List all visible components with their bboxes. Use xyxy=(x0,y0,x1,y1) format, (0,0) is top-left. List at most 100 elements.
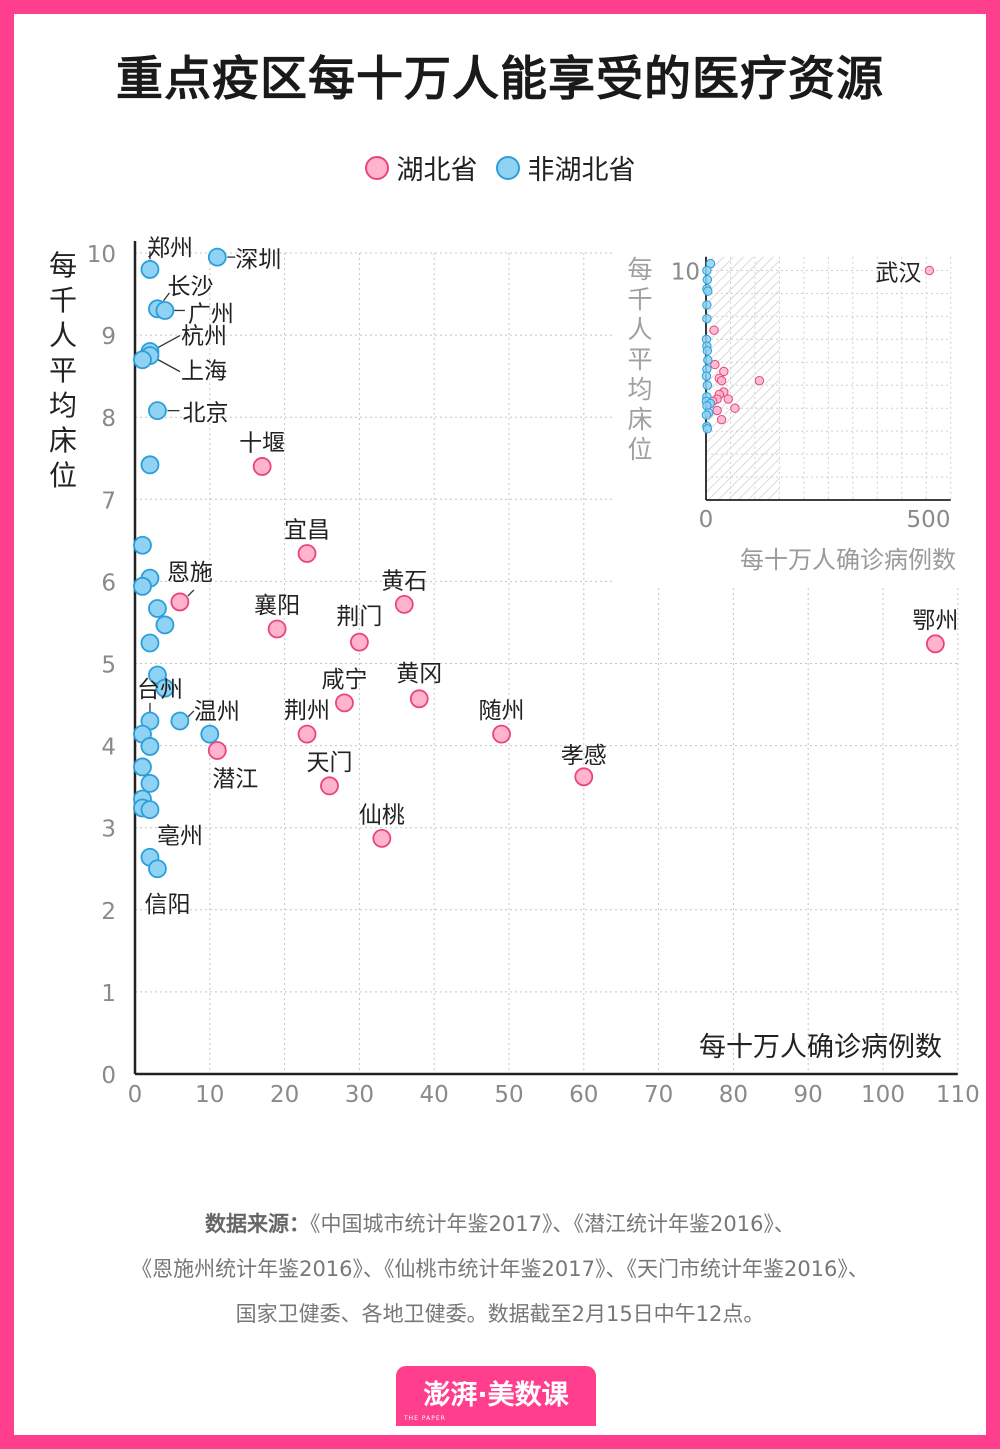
point-label: 仙桃 xyxy=(359,802,405,828)
point-non-hubei xyxy=(155,301,175,320)
point-hubei xyxy=(574,767,594,787)
point-hubei xyxy=(925,634,945,654)
x-tick-label: 0 xyxy=(128,1082,143,1108)
inset-background xyxy=(615,240,980,585)
leader-line xyxy=(187,589,195,597)
inset-point-hubei xyxy=(712,405,722,416)
y-tick-label: 7 xyxy=(101,488,116,514)
y-tick-label: 6 xyxy=(101,570,116,596)
point-non-hubei xyxy=(148,599,167,618)
leader-line xyxy=(187,710,195,718)
source-label: 数据来源： xyxy=(205,1212,311,1236)
point-non-hubei xyxy=(140,633,160,653)
point-non-hubei xyxy=(140,737,160,756)
y-axis-title-char: 均 xyxy=(49,389,77,422)
inset-point-hubei xyxy=(709,325,719,335)
point-label: 台州 xyxy=(137,677,183,703)
point-non-hubei xyxy=(133,535,152,555)
point-label: 杭州 xyxy=(181,324,227,350)
y-axis-title-char: 床 xyxy=(49,424,77,457)
inset-point-label: 武汉 xyxy=(875,261,921,287)
point-label: 广州 xyxy=(188,301,234,327)
point-non-hubei xyxy=(140,260,160,279)
y-tick-label: 8 xyxy=(101,406,116,432)
inset-y-axis-title-char: 均 xyxy=(627,375,652,404)
point-non-hubei xyxy=(207,247,227,267)
inset-y-tick-label: 10 xyxy=(671,260,700,286)
source-line-2: 《恩施州统计年鉴2016》、《仙桃市统计年鉴2017》、《天门市统计年鉴2016… xyxy=(131,1257,869,1281)
point-label: 鄂州 xyxy=(912,608,958,634)
source-line-3: 国家卫健委、各地卫健委。数据截至2月15日中午12点。 xyxy=(235,1302,765,1326)
inset-x-axis-title: 每十万人确诊病例数 xyxy=(740,546,956,574)
point-label: 温州 xyxy=(194,699,240,725)
legend-marker-non-hubei xyxy=(495,155,520,180)
point-non-hubei xyxy=(148,859,167,879)
x-tick-label: 40 xyxy=(420,1082,449,1108)
x-tick-label: 80 xyxy=(719,1082,748,1108)
point-non-hubei xyxy=(155,615,175,635)
point-label: 黄石 xyxy=(381,568,427,594)
y-tick-label: 5 xyxy=(101,653,116,679)
point-label: 孝感 xyxy=(561,743,607,769)
inset-y-axis-title-char: 人 xyxy=(627,315,652,344)
point-label: 郑州 xyxy=(147,235,193,261)
main-axes: 0 10 20 30 40 50 60 70 80 90 100 110012345678910每十万… xyxy=(49,241,980,1108)
x-tick-label: 60 xyxy=(569,1082,598,1108)
point-hubei xyxy=(170,592,190,612)
logo-text: 澎湃·美数课 xyxy=(423,1380,569,1411)
point-label: 黄冈 xyxy=(396,661,442,687)
point-non-hubei xyxy=(140,800,160,820)
point-hubei xyxy=(297,724,317,744)
point-label: 荆州 xyxy=(284,698,330,724)
legend-item-hubei: 湖北省 xyxy=(364,148,478,187)
y-tick-label: 10 xyxy=(87,242,116,268)
inset-point-hubei xyxy=(716,414,727,425)
legend-label-non-hubei: 非湖北省 xyxy=(527,155,636,186)
point-label: 潜江 xyxy=(212,767,258,793)
legend-label-hubei: 湖北省 xyxy=(396,155,478,186)
leader-line xyxy=(162,292,170,302)
point-hubei xyxy=(349,632,369,652)
point-hubei xyxy=(492,724,511,744)
point-label: 天门 xyxy=(306,750,352,776)
point-label: 恩施 xyxy=(167,560,213,586)
x-tick-label: 30 xyxy=(345,1082,374,1108)
inset-point-hubei xyxy=(723,394,733,404)
x-tick-label: 100 xyxy=(861,1082,905,1108)
point-hubei xyxy=(372,828,392,848)
inset-point-hubei xyxy=(730,403,740,413)
point-label: 亳州 xyxy=(157,823,203,849)
page-title: 重点疫区每十万人能享受的医疗资源 xyxy=(116,52,884,107)
y-axis-title-char: 人 xyxy=(49,319,77,352)
leader-line xyxy=(157,334,181,349)
x-tick-label: 70 xyxy=(644,1082,673,1108)
x-tick-label: 50 xyxy=(494,1082,523,1108)
y-tick-label: 9 xyxy=(101,324,116,350)
y-axis-title-char: 每 xyxy=(49,249,77,282)
point-hubei xyxy=(409,689,429,709)
inset-y-axis-title-char: 位 xyxy=(627,435,652,464)
source-line-1: 数据来源：《中国城市统计年鉴2017》、《潜江统计年鉴2016》、 xyxy=(40,1202,960,1247)
point-label: 北京 xyxy=(182,401,228,427)
point-label: 长沙 xyxy=(167,274,213,300)
point-label: 襄阳 xyxy=(254,593,300,619)
point-non-hubei xyxy=(133,576,152,596)
point-hubei xyxy=(297,544,317,563)
main-points xyxy=(133,247,945,879)
inset-y-axis-title-char: 床 xyxy=(627,405,652,434)
inset-point-non-hubei xyxy=(702,313,712,324)
point-label: 十堰 xyxy=(239,430,285,456)
inset-point-non-hubei xyxy=(702,300,712,310)
legend-marker-hubei xyxy=(364,155,389,180)
data-source-note: 数据来源：《中国城市统计年鉴2017》、《潜江统计年鉴2016》、 《恩施州统计… xyxy=(40,1202,960,1337)
y-tick-label: 3 xyxy=(101,817,116,843)
brand-logo: 澎湃·美数课 THE PAPER xyxy=(396,1366,596,1426)
point-hubei xyxy=(252,457,272,476)
point-hubei xyxy=(320,776,339,796)
inset-point-non-hubei xyxy=(702,274,713,285)
inset-point-non-hubei xyxy=(702,424,713,434)
y-tick-label: 2 xyxy=(101,899,116,925)
point-non-hubei xyxy=(148,401,167,421)
